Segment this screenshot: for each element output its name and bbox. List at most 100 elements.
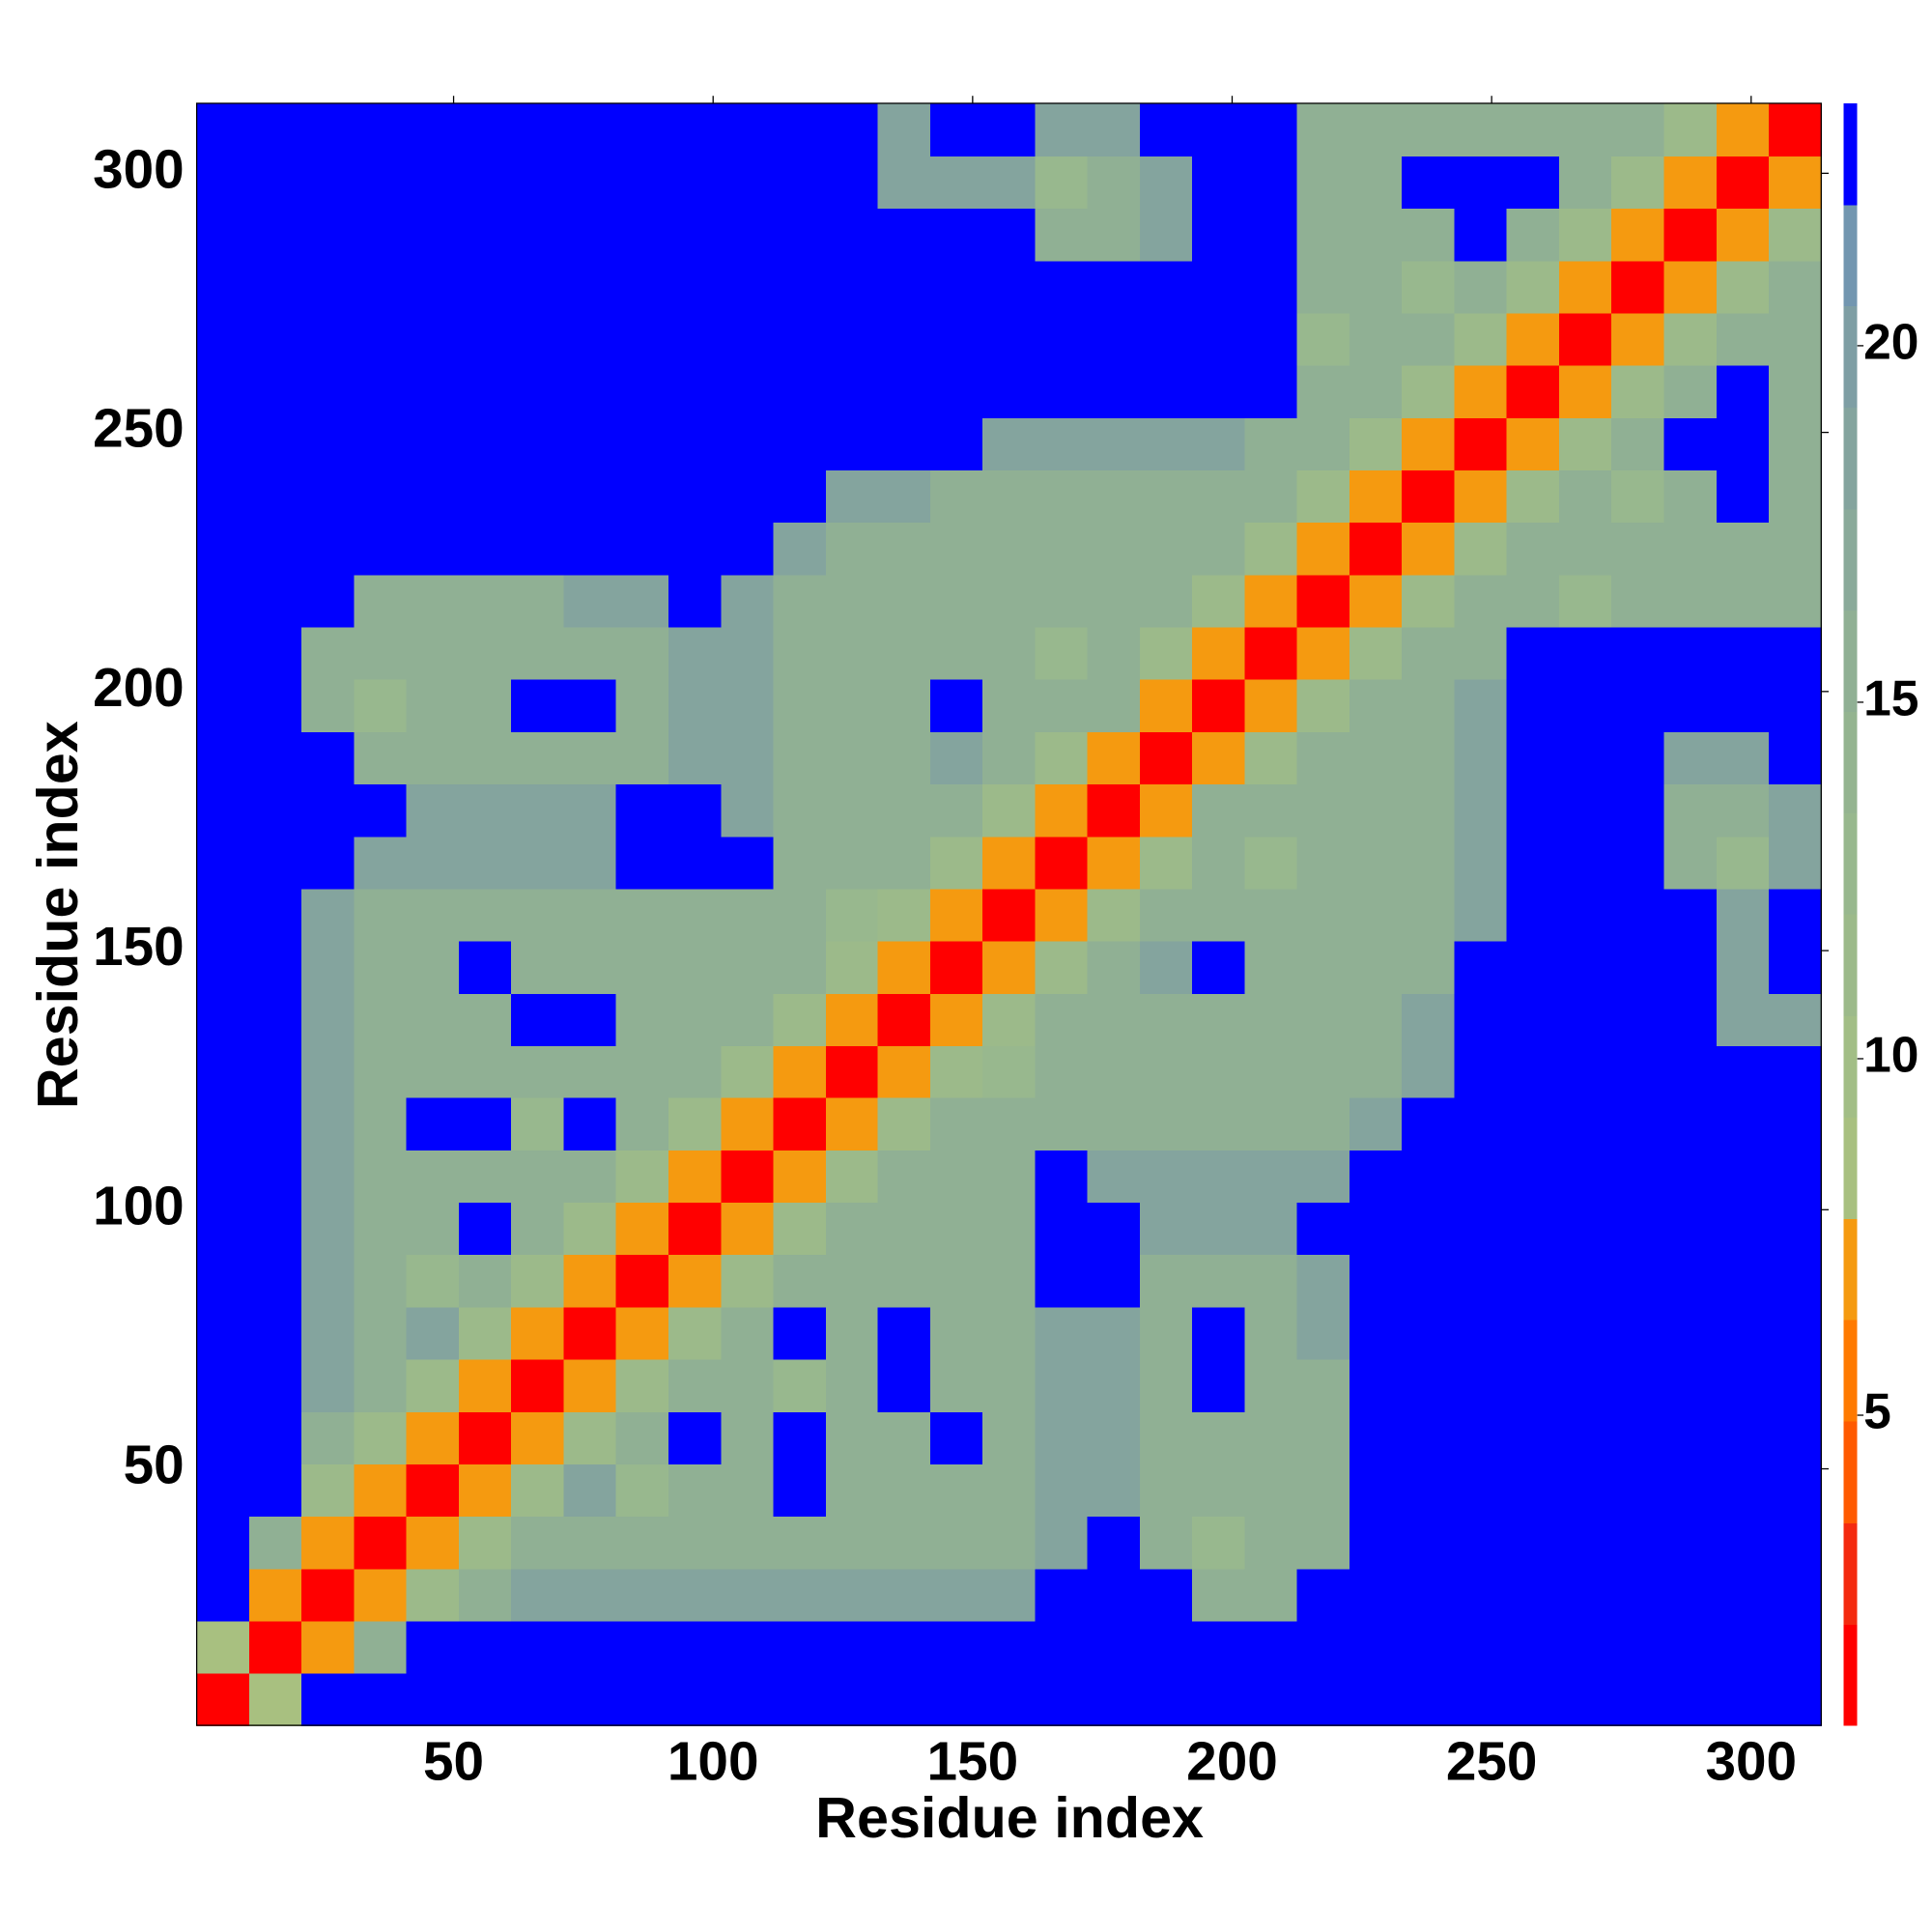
cell (1454, 836, 1508, 890)
cell (825, 208, 879, 262)
cell (615, 888, 669, 942)
cell (1769, 1358, 1823, 1412)
colorbar-level (1843, 914, 1858, 1017)
cell (668, 417, 723, 471)
cell (1611, 364, 1665, 418)
cell (668, 1358, 723, 1412)
cell (1402, 783, 1456, 838)
cell (1035, 102, 1089, 156)
cell (773, 574, 827, 628)
x-tick-label: 50 (423, 1731, 484, 1792)
cell (1349, 469, 1403, 524)
cell (1087, 1516, 1141, 1570)
cell (721, 1254, 775, 1308)
cell (1611, 1672, 1665, 1726)
cell (1244, 1202, 1298, 1256)
cell (982, 260, 1037, 314)
cell (1454, 1516, 1508, 1570)
cell (1087, 783, 1141, 838)
cell (1087, 940, 1141, 994)
colorbar-level (1843, 1117, 1858, 1219)
cell (248, 1463, 302, 1518)
cell (773, 678, 827, 732)
cell (196, 626, 250, 680)
cell (615, 1410, 669, 1464)
cell (354, 1672, 408, 1726)
cell (773, 1358, 827, 1412)
colorbar-level (1843, 812, 1858, 915)
cell (1402, 836, 1456, 890)
cell (563, 364, 617, 418)
cell (1611, 1620, 1665, 1674)
cell (1139, 1358, 1193, 1412)
cell (1769, 1045, 1823, 1098)
cell (1506, 1410, 1560, 1464)
cell (1139, 1096, 1193, 1151)
x-tick-label: 150 (927, 1731, 1019, 1792)
cell (615, 678, 669, 732)
cell (196, 783, 250, 838)
cell (1035, 1254, 1089, 1308)
cell (563, 1410, 617, 1464)
cell (1349, 574, 1403, 628)
cell (929, 1410, 983, 1464)
cell (825, 102, 879, 156)
cell (511, 993, 565, 1047)
cell (1035, 312, 1089, 366)
cell (1402, 312, 1456, 366)
cell (1454, 888, 1508, 942)
cell (301, 208, 355, 262)
cell (1558, 1620, 1613, 1674)
cell (825, 993, 879, 1047)
cell (196, 1045, 250, 1098)
cell (982, 731, 1037, 785)
cell (301, 993, 355, 1047)
cell (1192, 1306, 1246, 1360)
cell (1349, 522, 1403, 576)
cell (248, 208, 302, 262)
cell (1402, 1568, 1456, 1622)
cell (406, 1463, 460, 1518)
cell (1192, 678, 1246, 732)
cell (982, 1463, 1037, 1518)
cell (825, 522, 879, 576)
cell (1349, 1516, 1403, 1570)
cell (1349, 1410, 1403, 1464)
cell (1349, 364, 1403, 418)
cell (773, 417, 827, 471)
cell (1139, 1463, 1193, 1518)
cell (196, 1306, 250, 1360)
cell (563, 731, 617, 785)
cell (615, 1463, 669, 1518)
cell (301, 783, 355, 838)
cell (1035, 888, 1089, 942)
cell (301, 1096, 355, 1151)
cell (721, 1672, 775, 1726)
cell (982, 1358, 1037, 1412)
cell (406, 469, 460, 524)
plot-frame (195, 102, 1822, 1726)
cell (668, 156, 723, 210)
cell (1244, 1568, 1298, 1622)
cell (1769, 156, 1823, 210)
cell (668, 836, 723, 890)
cell (354, 1202, 408, 1256)
cell (248, 312, 302, 366)
cell (1192, 469, 1246, 524)
cell (615, 260, 669, 314)
cell (406, 1306, 460, 1360)
cell (1402, 102, 1456, 156)
cell (406, 888, 460, 942)
cell (721, 1096, 775, 1151)
cell (1506, 626, 1560, 680)
x-axis-title: Residue index (815, 1785, 1204, 1850)
cell (773, 1672, 827, 1726)
cell (1244, 1463, 1298, 1518)
cell (1296, 1516, 1350, 1570)
cell (1296, 678, 1350, 732)
cell (458, 626, 512, 680)
cell (982, 1672, 1037, 1726)
cell (1087, 993, 1141, 1047)
cell (563, 1358, 617, 1412)
